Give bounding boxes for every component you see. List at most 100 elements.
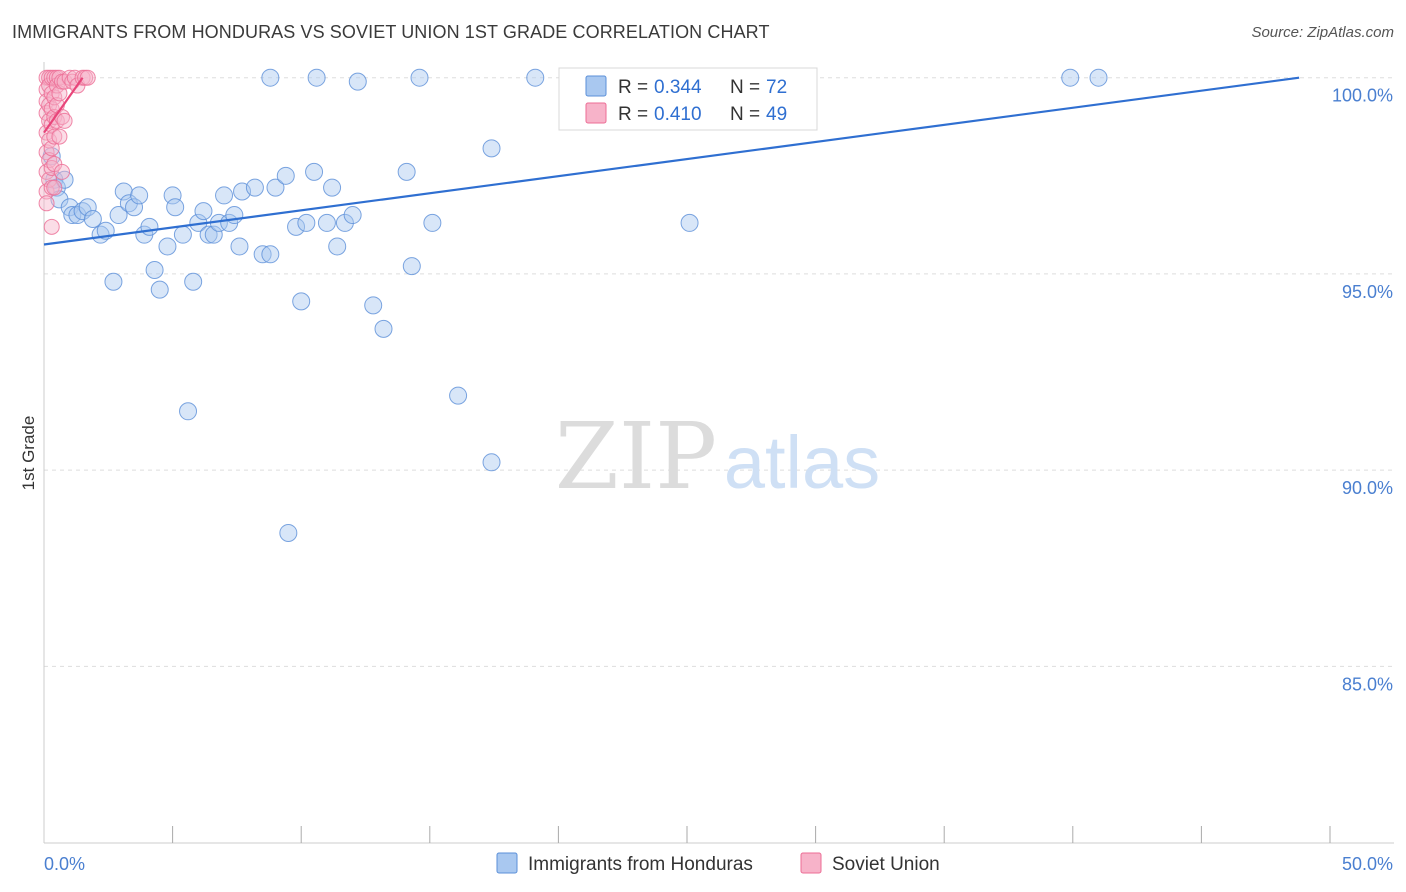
- point-soviet-union: [56, 112, 73, 129]
- series-legend: Immigrants from Honduras Soviet Union: [496, 852, 940, 875]
- point-honduras: [1089, 68, 1108, 87]
- point-honduras: [410, 68, 429, 87]
- point-honduras: [140, 217, 159, 236]
- point-soviet-union: [46, 179, 63, 196]
- point-honduras: [109, 206, 128, 225]
- point-honduras: [335, 213, 354, 232]
- point-honduras: [163, 186, 182, 205]
- point-honduras: [204, 225, 223, 244]
- point-honduras: [266, 178, 285, 197]
- y-tick-labels: 100.0% 95.0% 90.0% 85.0%: [1332, 86, 1393, 695]
- point-soviet-union: [79, 69, 96, 86]
- point-honduras: [297, 213, 316, 232]
- point-honduras: [166, 198, 185, 217]
- chart-title: IMMIGRANTS FROM HONDURAS VS SOVIET UNION…: [12, 22, 770, 42]
- point-honduras: [482, 139, 501, 158]
- stats-n-label-blue: N =: [730, 77, 760, 98]
- point-honduras: [292, 292, 311, 311]
- point-honduras: [279, 523, 298, 542]
- point-honduras: [83, 209, 102, 228]
- point-honduras: [245, 178, 264, 197]
- point-honduras: [343, 206, 362, 225]
- point-honduras: [145, 261, 164, 280]
- legend-label-honduras: Immigrants from Honduras: [528, 854, 753, 875]
- point-honduras: [63, 206, 82, 225]
- point-honduras: [1061, 68, 1080, 87]
- point-honduras: [104, 272, 123, 291]
- watermark: ZIP atlas: [555, 403, 880, 510]
- point-honduras: [78, 198, 97, 217]
- stats-n-label-pink: N =: [730, 104, 760, 125]
- point-honduras: [276, 166, 295, 185]
- point-honduras: [114, 182, 133, 201]
- trend-line-soviet-union: [43, 77, 84, 134]
- point-honduras: [317, 213, 336, 232]
- point-honduras: [323, 178, 342, 197]
- stats-legend-swatch-blue: [585, 75, 607, 97]
- point-honduras: [397, 162, 416, 181]
- point-honduras: [374, 319, 393, 338]
- stats-r-value-pink: 0.410: [654, 104, 702, 125]
- y-tick-label: 90.0%: [1342, 478, 1393, 498]
- stats-r-label-blue: R =: [618, 77, 648, 98]
- stats-r-value-blue: 0.344: [654, 77, 702, 98]
- point-honduras: [307, 68, 326, 87]
- point-honduras: [680, 213, 699, 232]
- x-tick-label: 0.0%: [44, 854, 85, 874]
- point-honduras: [179, 402, 198, 421]
- point-honduras: [305, 162, 324, 181]
- point-honduras: [482, 453, 501, 472]
- point-honduras: [287, 217, 306, 236]
- point-honduras: [150, 280, 169, 299]
- legend-swatch-soviet-union: [800, 852, 822, 874]
- stats-legend: R = 0.344 N = 72 R = 0.410 N = 49: [558, 67, 818, 131]
- x-tick-labels: 0.0% 50.0%: [44, 854, 1393, 874]
- point-soviet-union: [54, 163, 71, 180]
- point-honduras: [253, 245, 272, 264]
- y-tick-label: 95.0%: [1342, 282, 1393, 302]
- point-soviet-union: [43, 140, 60, 157]
- stats-r-label-pink: R =: [618, 104, 648, 125]
- point-honduras: [158, 237, 177, 256]
- y-axis-label: 1st Grade: [19, 416, 38, 491]
- point-honduras: [449, 386, 468, 405]
- y-tick-label: 100.0%: [1332, 86, 1393, 106]
- watermark-atlas: atlas: [724, 421, 880, 504]
- point-honduras: [215, 186, 234, 205]
- point-honduras: [130, 186, 149, 205]
- point-honduras: [364, 296, 383, 315]
- point-honduras: [184, 272, 203, 291]
- point-honduras: [230, 237, 249, 256]
- legend-label-soviet-union: Soviet Union: [832, 854, 940, 875]
- legend-swatch-honduras: [496, 852, 518, 874]
- trend-lines: [43, 76, 1300, 246]
- grid-lines: [44, 77, 1394, 667]
- point-honduras: [328, 237, 347, 256]
- point-honduras: [125, 198, 144, 217]
- point-soviet-union: [43, 218, 60, 235]
- point-honduras: [423, 213, 442, 232]
- point-honduras: [348, 72, 367, 91]
- point-honduras: [199, 225, 218, 244]
- point-honduras: [173, 225, 192, 244]
- stats-legend-swatch-pink: [585, 102, 607, 124]
- point-soviet-union: [51, 85, 68, 102]
- series-soviet-union: [38, 69, 96, 235]
- x-tick-label: 50.0%: [1342, 854, 1393, 874]
- point-honduras: [526, 68, 545, 87]
- axes: [43, 62, 1394, 844]
- chart-source: Source: ZipAtlas.com: [1251, 24, 1394, 41]
- stats-n-value-pink: 49: [766, 104, 787, 125]
- point-soviet-union: [51, 128, 68, 145]
- point-soviet-union: [38, 195, 55, 212]
- point-honduras: [402, 257, 421, 276]
- point-honduras: [194, 202, 213, 221]
- trend-line-honduras: [43, 76, 1300, 246]
- point-honduras: [261, 68, 280, 87]
- point-honduras: [261, 245, 280, 264]
- stats-n-value-blue: 72: [766, 77, 787, 98]
- point-soviet-union: [46, 128, 63, 145]
- y-tick-label: 85.0%: [1342, 674, 1393, 694]
- watermark-zip: ZIP: [555, 403, 717, 510]
